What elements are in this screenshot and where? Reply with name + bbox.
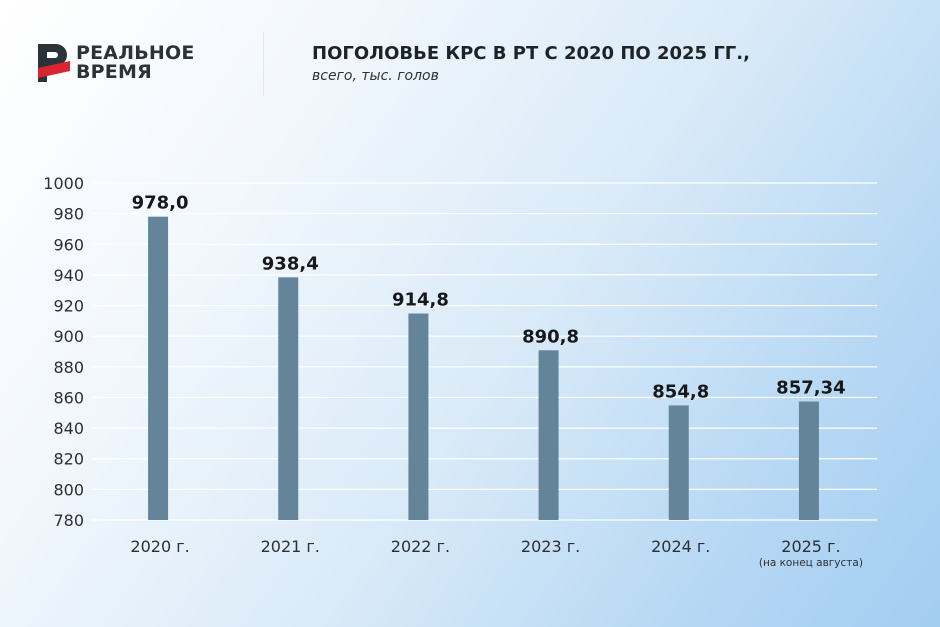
data-label: 857,34	[776, 378, 845, 399]
brand-mark-icon	[38, 44, 70, 82]
chart-subtitle: всего, тыс. голов	[312, 68, 439, 84]
bar	[408, 313, 429, 520]
data-label: 914,8	[392, 290, 449, 311]
data-labels: 978,0 938,4 914,8 890,8 854,8 857,34	[132, 193, 846, 403]
data-label: 978,0	[132, 193, 189, 214]
y-tick-label: 840	[53, 419, 84, 438]
brand-logo: РЕАЛЬНОЕ ВРЕМЯ	[38, 44, 195, 82]
chart-title: ПОГОЛОВЬЕ КРС В РТ С 2020 ПО 2025 ГГ.,	[312, 43, 750, 64]
data-label: 890,8	[522, 326, 579, 347]
bar	[798, 401, 819, 520]
bar	[668, 405, 689, 520]
x-axis-ticks: 2020 г. 2021 г. 2022 г. 2023 г. 2024 г. 2025 …	[130, 537, 863, 569]
bars	[148, 216, 819, 520]
y-tick-label: 820	[53, 450, 84, 469]
y-tick-label: 880	[53, 358, 84, 377]
bar	[278, 277, 299, 520]
y-tick-label: 960	[53, 235, 84, 254]
y-tick-label: 860	[53, 388, 84, 407]
y-tick-label: 800	[53, 480, 84, 499]
x-tick-label: 2025 г.	[781, 537, 840, 556]
y-tick-label: 920	[53, 297, 84, 316]
data-label: 854,8	[652, 381, 709, 402]
y-axis-ticks: 780 800 820 840 860 880 900 920 940 960 980 1000	[43, 174, 84, 530]
y-tick-label: 940	[53, 266, 84, 285]
y-tick-label: 780	[53, 511, 84, 530]
x-tick-label: 2022 г.	[391, 537, 450, 556]
brand-mark-stripe	[38, 61, 70, 78]
brand-wordmark: РЕАЛЬНОЕ ВРЕМЯ	[76, 44, 195, 82]
bar	[148, 216, 169, 520]
grid-lines	[92, 182, 877, 521]
header-divider	[263, 32, 264, 96]
y-tick-label: 980	[53, 205, 84, 224]
x-tick-label: 2023 г.	[521, 537, 580, 556]
bar	[538, 350, 559, 520]
brand-line-2: ВРЕМЯ	[76, 61, 152, 83]
x-tick-note: (на конец августа)	[759, 557, 863, 569]
x-tick-label: 2020 г.	[130, 537, 189, 556]
data-label: 938,4	[262, 253, 319, 274]
x-tick-label: 2021 г.	[261, 537, 320, 556]
x-tick-label: 2024 г.	[651, 537, 710, 556]
y-tick-label: 1000	[43, 174, 84, 193]
y-tick-label: 900	[53, 327, 84, 346]
brand-line-1: РЕАЛЬНОЕ	[76, 42, 195, 64]
